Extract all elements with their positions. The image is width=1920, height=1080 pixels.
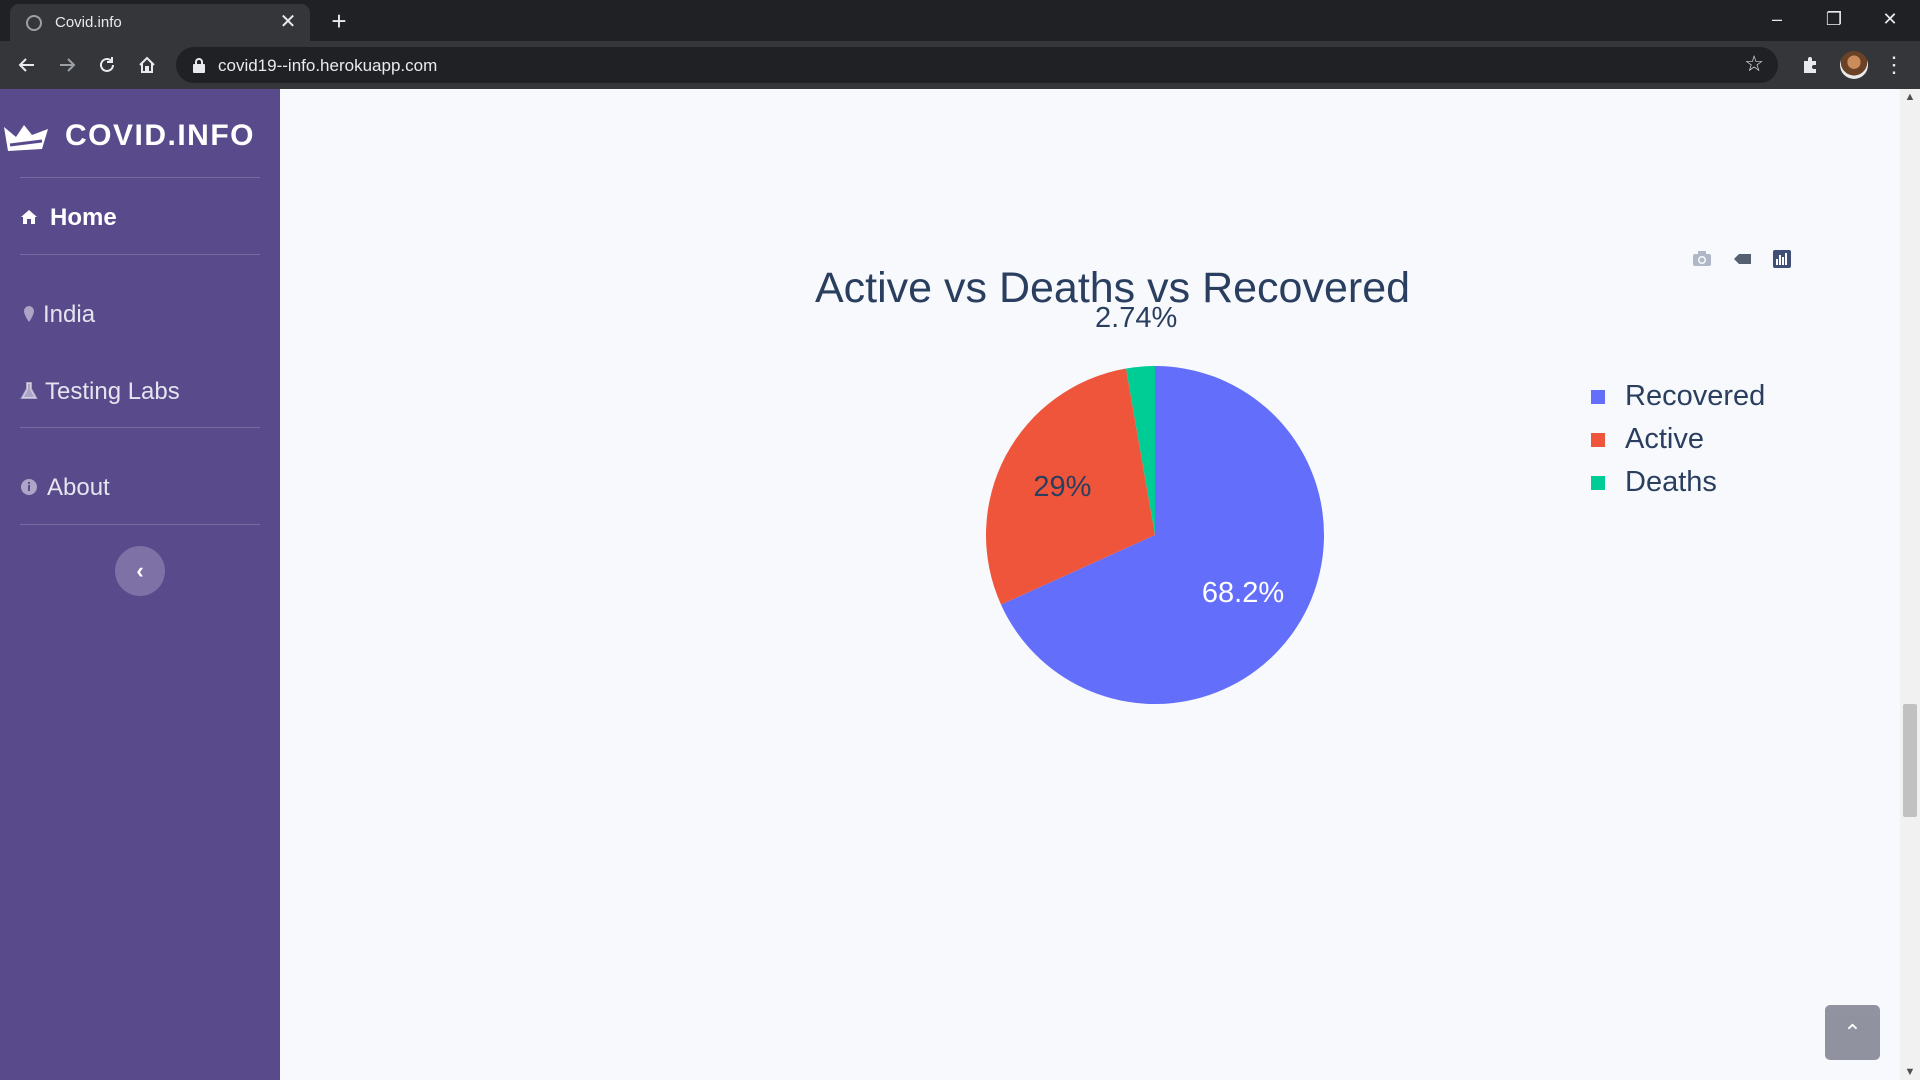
brand-logo-icon: [4, 125, 48, 151]
extensions-icon[interactable]: [1796, 51, 1824, 79]
back-to-top-button[interactable]: ⌃: [1825, 1005, 1880, 1060]
sidebar: COVID.INFO Home India Testing Labs About…: [0, 89, 280, 1080]
browser-toolbar: covid19--info.herokuapp.com ☆ ⋮: [0, 41, 1920, 89]
map-marker-icon: [24, 306, 34, 322]
flask-icon: [20, 382, 38, 399]
close-window-button[interactable]: ✕: [1882, 9, 1898, 29]
pie-chart: 68.2% 29% 2.74%: [986, 302, 1325, 704]
reload-icon[interactable]: [91, 49, 123, 81]
browser-tabstrip: Covid.info ✕ + – ❐ ✕: [0, 0, 1920, 41]
sidebar-toggle-button[interactable]: ‹: [115, 546, 165, 596]
tab-close-button[interactable]: ✕: [279, 11, 297, 33]
page: COVID.INFO Home India Testing Labs About…: [0, 89, 1920, 1080]
pie-slice-active[interactable]: [986, 368, 1155, 605]
minimize-button[interactable]: –: [1771, 9, 1782, 29]
camera-icon[interactable]: [1688, 247, 1716, 271]
legend-label: Deaths: [1625, 466, 1717, 498]
brand[interactable]: COVID.INFO: [0, 115, 280, 159]
menu-icon[interactable]: ⋮: [1883, 52, 1905, 77]
plotly-logo-icon[interactable]: [1768, 247, 1796, 271]
home-icon[interactable]: [131, 49, 163, 81]
chart-modebar: [1688, 247, 1808, 271]
browser-tab[interactable]: Covid.info ✕: [10, 4, 310, 41]
divider: [20, 524, 260, 525]
url-text: covid19--info.herokuapp.com: [218, 56, 438, 75]
legend-item-active[interactable]: Active: [1580, 419, 1800, 459]
sidebar-item-about[interactable]: About: [0, 467, 280, 507]
pie-slice-recovered[interactable]: [1001, 366, 1325, 704]
divider: [20, 427, 260, 428]
divider: [20, 254, 260, 255]
address-bar[interactable]: covid19--info.herokuapp.com ☆: [176, 47, 1778, 83]
sidebar-item-label: India: [43, 301, 96, 328]
scroll-down-arrow-icon[interactable]: ▼: [1904, 1066, 1916, 1078]
sidebar-item-label: About: [47, 474, 110, 501]
sidebar-item-home[interactable]: Home: [0, 197, 280, 237]
sidebar-item-testing-labs[interactable]: Testing Labs: [0, 371, 280, 411]
pie-label-active: 29%: [1033, 471, 1091, 503]
tab-title: Covid.info: [55, 14, 122, 31]
scroll-thumb[interactable]: [1903, 704, 1917, 817]
info-circle-icon: [21, 479, 37, 495]
legend-item-deaths[interactable]: Deaths: [1580, 462, 1800, 502]
legend-item-recovered[interactable]: Recovered: [1580, 376, 1800, 416]
tag-icon[interactable]: [1728, 247, 1756, 271]
new-tab-button[interactable]: +: [331, 6, 347, 36]
scroll-up-arrow-icon[interactable]: ▲: [1904, 91, 1916, 103]
restore-button[interactable]: ❐: [1825, 9, 1843, 29]
sidebar-item-label: Testing Labs: [45, 378, 180, 405]
main-content: 68.2% 29% 2.74% Active vs Deaths vs Recove…: [280, 89, 1900, 1080]
sidebar-item-india[interactable]: India: [0, 294, 280, 334]
legend-label: Active: [1625, 423, 1704, 455]
back-arrow-icon[interactable]: [11, 49, 43, 81]
scrollbar[interactable]: ▲ ▼: [1900, 89, 1920, 1080]
legend-swatch: [1591, 433, 1605, 447]
lock-icon: [193, 58, 205, 73]
forward-arrow-icon[interactable]: [51, 49, 83, 81]
legend-label: Recovered: [1625, 380, 1766, 412]
home-icon: [21, 210, 37, 224]
pie-label-deaths: 2.74%: [1095, 302, 1177, 334]
pie-slice-deaths[interactable]: [1126, 366, 1155, 535]
globe-icon: [26, 15, 42, 31]
sidebar-item-label: Home: [50, 204, 117, 231]
legend-swatch: [1591, 476, 1605, 490]
divider: [20, 177, 260, 178]
star-icon[interactable]: ☆: [1744, 51, 1764, 76]
profile-avatar[interactable]: [1840, 51, 1868, 79]
pie-label-recovered: 68.2%: [1202, 577, 1284, 609]
legend-swatch: [1591, 390, 1605, 404]
chart-title: Active vs Deaths vs Recovered: [814, 264, 1411, 312]
brand-name: COVID.INFO: [65, 119, 256, 152]
